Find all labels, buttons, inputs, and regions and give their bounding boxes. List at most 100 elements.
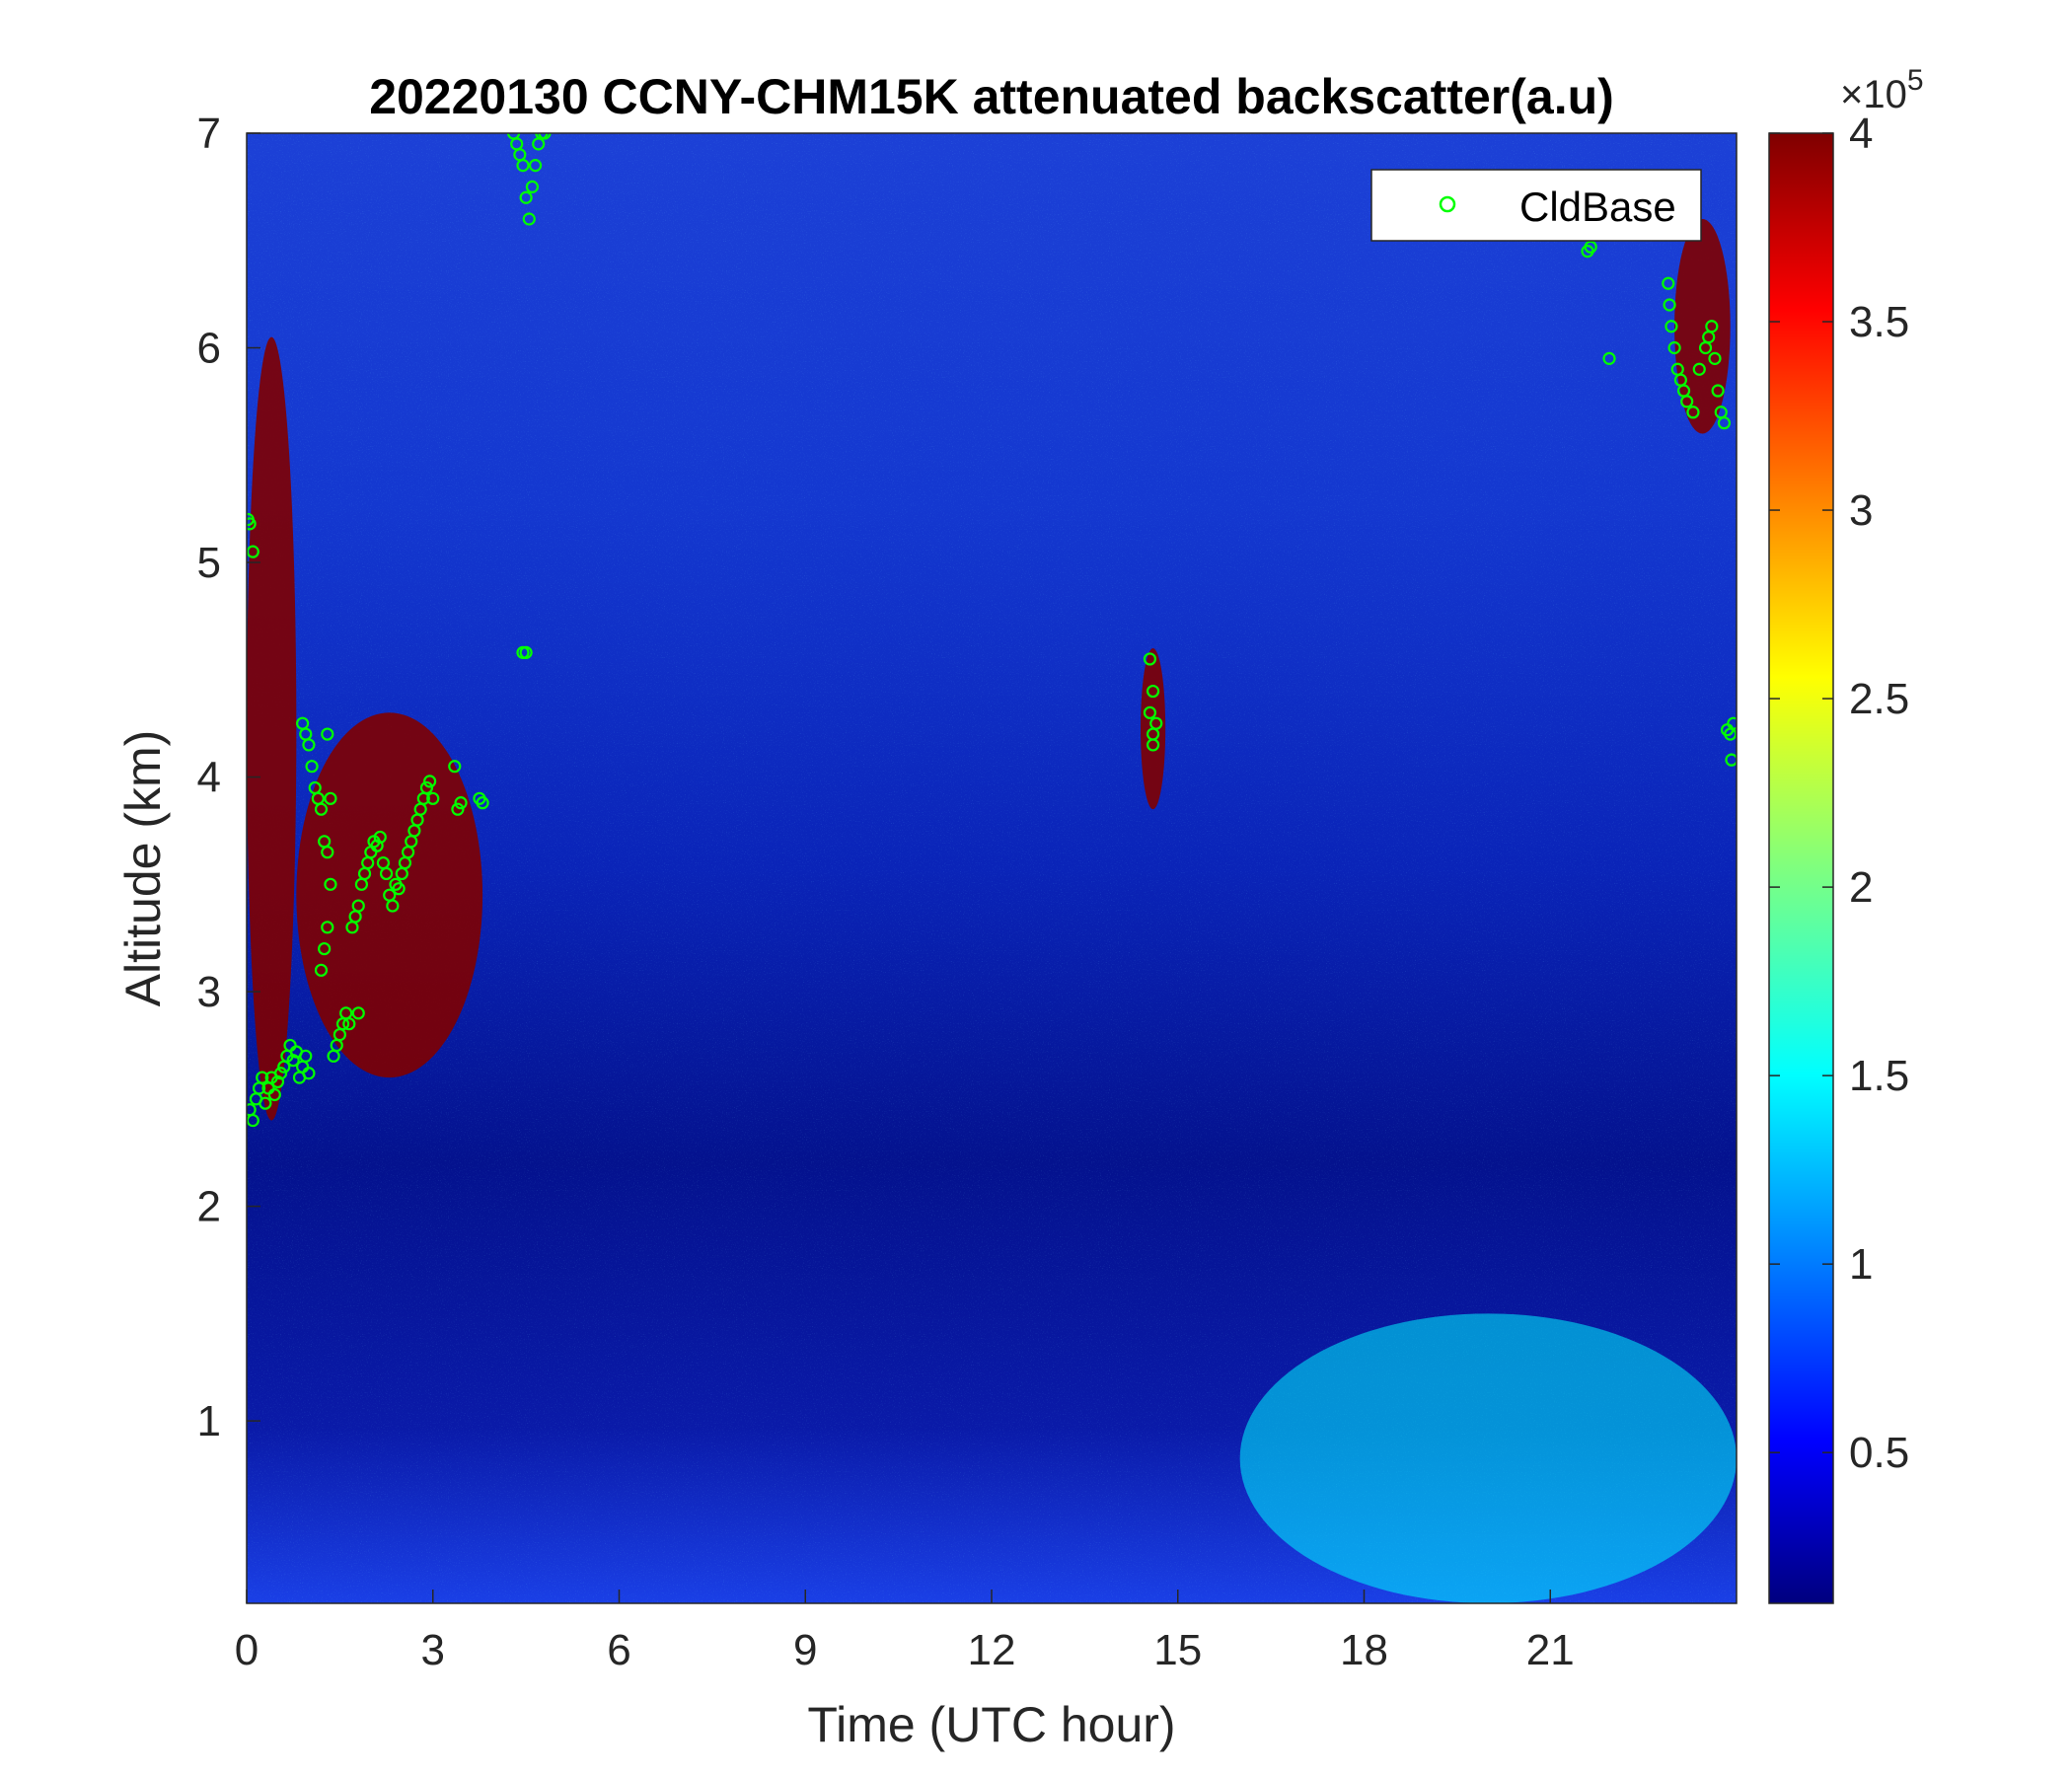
x-tick-label: 0 [235, 1626, 259, 1674]
x-tick-label: 21 [1526, 1626, 1575, 1674]
cldbase-point [426, 791, 440, 805]
cldbase-point [247, 1113, 259, 1128]
cldbase-point [302, 1067, 316, 1080]
cldbase-point [1705, 320, 1719, 333]
colorbar-ticks: 0.5 1 1.5 2 2.5 3 3.5 4 [1769, 110, 1909, 1477]
x-tick-label: 3 [421, 1626, 445, 1674]
cloud-feature-4 [1239, 1313, 1737, 1603]
y-tick-label: 1 [197, 1397, 221, 1445]
cldbase-point [519, 190, 533, 204]
plot-area [247, 133, 1737, 1603]
x-axis: 0 3 6 9 12 15 18 21 [235, 1590, 1575, 1674]
y-tick-label: 4 [197, 754, 221, 802]
colorbar-exponent-base: ×10 [1840, 73, 1907, 116]
cldbase-point [1143, 705, 1157, 719]
x-tick-label: 15 [1153, 1626, 1202, 1674]
cldbase-point [247, 545, 259, 558]
colorbar-tick-label: 2.5 [1849, 675, 1909, 723]
colorbar-tick-label: 0.5 [1849, 1429, 1909, 1477]
cldbase-point [259, 1096, 272, 1110]
x-tick-label: 18 [1340, 1626, 1388, 1674]
cldbase-point [321, 921, 334, 934]
colorbar-tick-label: 2 [1849, 863, 1873, 912]
cldbase-point [247, 517, 257, 531]
cldbase-point [1727, 716, 1737, 730]
cldbase-point [302, 738, 316, 752]
cldbase-point [516, 159, 530, 173]
cldbase-point [522, 212, 536, 226]
x-tick-label: 9 [793, 1626, 817, 1674]
cldbase-point [448, 760, 462, 774]
colorbar-gradient [1768, 132, 1834, 1604]
x-tick-label: 12 [968, 1626, 1016, 1674]
cldbase-point [476, 796, 489, 810]
legend-box [1370, 169, 1702, 242]
legend-marker-cldbase [1439, 195, 1456, 213]
cldbase-point [1584, 240, 1597, 254]
cldbase-point [538, 133, 552, 140]
cldbase-point [379, 866, 394, 881]
colorbar-exponent: ×105 [1840, 64, 1924, 116]
cldbase-point [1602, 351, 1616, 365]
cldbase-point [1717, 416, 1732, 430]
cldbase-point [386, 899, 400, 913]
cldbase-point [274, 1067, 288, 1080]
y-axis-label: Altitude (km) [115, 730, 171, 1007]
cldbase-point [1143, 652, 1157, 666]
cldbase-point [1146, 738, 1160, 752]
cldbase-point [1665, 320, 1678, 333]
cldbase-point [351, 899, 365, 913]
cldbase-point [373, 830, 387, 845]
cldbase-point [321, 727, 334, 741]
cldbase-point [318, 941, 332, 956]
cldbase-point [1667, 340, 1681, 355]
cldbase-point [419, 780, 434, 795]
cldbase-point [342, 1017, 356, 1031]
cloud-feature-1 [296, 712, 483, 1078]
colorbar-tick-label: 1 [1849, 1240, 1873, 1289]
x-axis-label: Time (UTC hour) [807, 1697, 1175, 1752]
cldbase-point [1680, 395, 1694, 408]
cldbase-point [451, 802, 465, 816]
y-tick-label: 6 [197, 325, 221, 373]
cldbase-point [1692, 362, 1706, 376]
chart-title: 20220130 CCNY-CHM15K attenuated backscat… [369, 69, 1614, 124]
cloud-feature-0 [247, 336, 297, 1121]
cloud-feature-3 [1674, 219, 1731, 434]
cldbase-point [528, 159, 543, 173]
cldbase-point [314, 963, 329, 977]
cldbase-point [454, 796, 468, 810]
cldbase-point [1708, 351, 1722, 365]
cldbase-point [1662, 276, 1675, 290]
cldbase-point [1146, 684, 1160, 699]
y-tick-label: 3 [197, 968, 221, 1016]
cldbase-point [423, 775, 437, 788]
cldbase-point [256, 1071, 269, 1084]
legend: CldBase [1370, 169, 1702, 242]
cldbase-point [1663, 298, 1676, 312]
colorbar-tick-label: 1.5 [1849, 1052, 1909, 1100]
cldbase-marker-layer [247, 133, 1737, 1128]
colorbar: 0.5 1 1.5 2 2.5 3 3.5 4 ×105 [1768, 64, 1924, 1604]
x-tick-label: 6 [607, 1626, 630, 1674]
cldbase-point [1686, 406, 1700, 419]
cldbase-point [321, 846, 334, 859]
colorbar-tick-label: 3.5 [1849, 298, 1909, 346]
y-tick-label: 2 [197, 1183, 221, 1231]
cldbase-point [324, 877, 337, 891]
y-tick-label: 7 [197, 110, 221, 158]
colorbar-tick-label: 3 [1849, 486, 1873, 535]
cldbase-point [299, 1049, 313, 1063]
cldbase-point [519, 645, 533, 659]
cldbase-point [314, 802, 329, 816]
y-axis: 1 2 3 4 5 6 7 [197, 110, 260, 1445]
cldbase-point [1711, 384, 1725, 398]
cldbase-point [1725, 753, 1737, 767]
cldbase-point [351, 1006, 365, 1020]
cldbase-point [324, 791, 337, 805]
cldbase-point [525, 180, 540, 193]
cldbase-point [392, 882, 406, 896]
legend-label-cldbase: CldBase [1519, 184, 1676, 230]
